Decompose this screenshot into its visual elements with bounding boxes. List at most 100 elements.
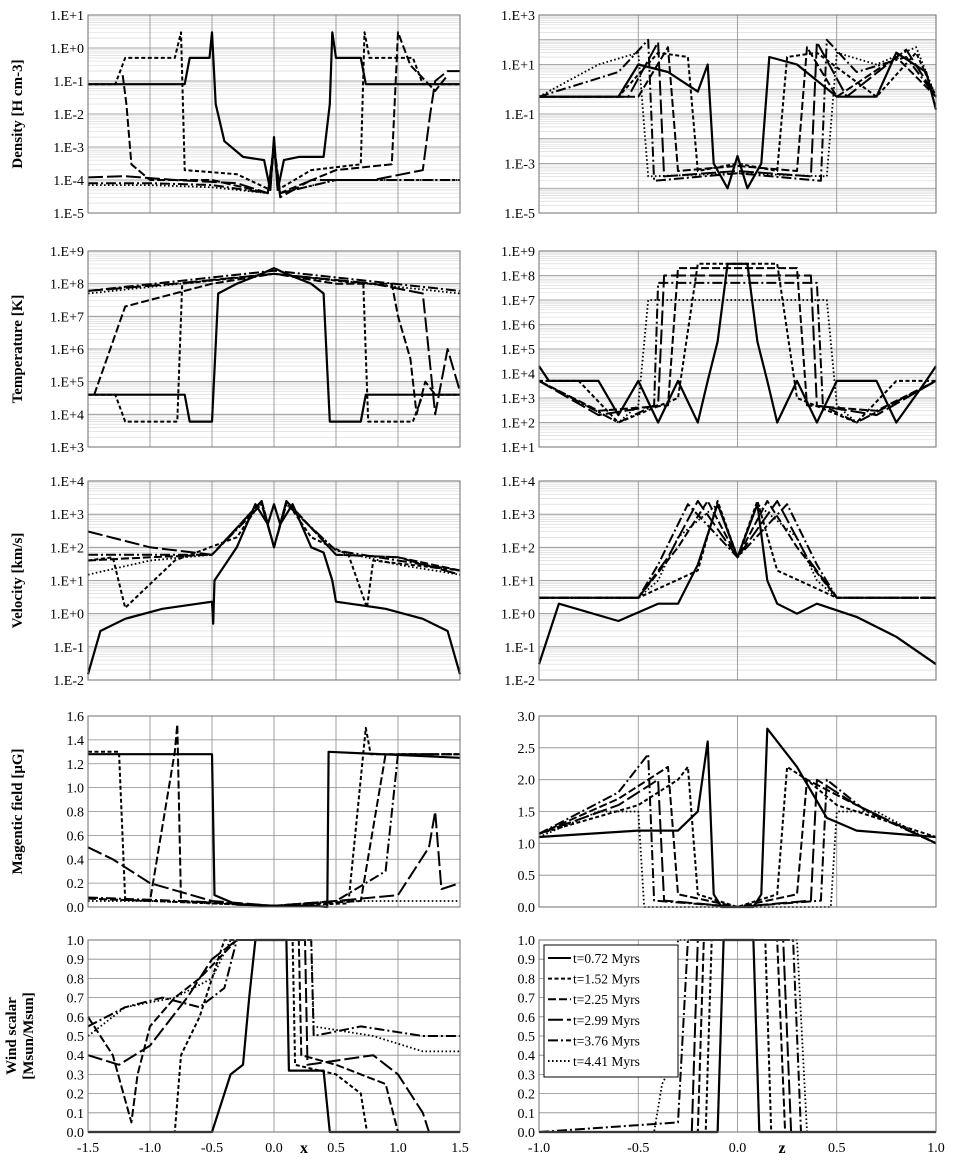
series-line-long-dash [539,41,937,178]
series-line-dotted [87,939,460,1053]
plot-frame [538,480,937,681]
series-line-long-dash [539,500,936,599]
y-tick-label: 0.0 [518,1126,536,1141]
y-axis-title: Magentic field [μG] [10,749,26,875]
series-line-short-dash [539,262,936,424]
series-line-long-dash [87,70,460,199]
y-tick-label: 1.E+4 [501,368,535,383]
y-tick-label: 0.0 [518,901,536,916]
y-tick-label: 2.0 [518,774,536,789]
legend-label: t=0.72 Myrs [573,951,640,966]
plot-frame [87,14,461,214]
plot-frame [87,250,461,448]
y-tick-label: 1.E+7 [501,294,535,309]
legend-label: t=4.41 Myrs [573,1054,640,1069]
y-tick-label: 1.E+0 [50,42,84,57]
x-tick-label: -1.0 [528,1141,550,1156]
y-tick-label: 1.E+4 [50,475,84,490]
y-tick-label: 1.E+1 [501,59,535,74]
y-tick-label: 3.0 [518,710,536,725]
y-tick-label: 1.0 [518,934,536,949]
series-line-solid [538,262,937,424]
y-tick-label: 1.0 [518,837,536,852]
y-tick-label: 0.4 [518,1049,536,1064]
plot-frame [87,480,461,681]
y-tick-label: 1.E+8 [50,278,84,293]
x-tick-label: -1.5 [77,1141,99,1156]
series-line-medium-dash [87,939,460,1133]
y-axis-title: Density [H cm-3] [10,59,26,168]
y-tick-label: 0.5 [518,869,536,884]
series-line-dotted [538,299,937,424]
x-tick-label: 1.0 [927,1141,945,1156]
plot-frame [538,14,937,214]
series-line-medium-dash [121,31,449,195]
y-tick-label: 1.E-4 [53,174,84,189]
y-tick-label: 1.E+2 [50,541,84,556]
y-tick-label: 0.8 [518,972,536,987]
plot-frame [538,715,937,908]
x-tick-label: 0.5 [327,1141,345,1156]
y-tick-label: 1.E+1 [50,9,84,24]
y-axis-title: Temperature [K] [10,295,26,404]
y-tick-label: 0.8 [67,972,85,987]
y-tick-label: 0.8 [67,806,85,821]
y-tick-label: 1.E+2 [501,541,535,556]
y-tick-label: 1.E+3 [501,392,535,407]
y-tick-label: 0.9 [518,953,536,968]
y-tick-label: 0.4 [67,1049,85,1064]
series-line-dash-dot [538,281,937,424]
y-tick-label: 0.3 [67,1068,85,1083]
x-tick-label: -0.5 [627,1141,649,1156]
text-layer: 1.E-5 1.E-4 1.E-3 1.E-2 1.E-1 1.E+0 1.E+1 Densi… [4,9,945,1157]
frame-layer [87,14,937,1133]
y-tick-label: 1.E-3 [504,158,535,173]
y-tick-label: 1.E-2 [53,674,84,689]
y-tick-label: 0.4 [67,853,85,868]
series-line-solid [86,503,462,675]
y-tick-label: 1.E+2 [501,417,535,432]
y-axis-title: Wind scalar[Msun/Msun] [4,992,37,1080]
x-tick-label: -0.5 [201,1141,223,1156]
y-tick-label: 0.2 [67,877,85,892]
y-tick-label: 0.5 [518,1030,536,1045]
y-tick-label: 1.2 [67,758,85,773]
legend: t=0.72 Myrs t=1.52 Myrs t=2.25 Myrs t=2.99 … [543,944,679,1078]
series-line-medium-dash [539,46,937,172]
y-tick-label: 0.3 [518,1068,536,1083]
x-tick-label: 1.5 [451,1141,469,1156]
y-tick-label: 1.E+5 [50,376,84,391]
y-tick-label: 1.E+3 [50,508,84,523]
x-axis-title: x [300,1140,308,1157]
y-tick-label: 1.E-1 [53,641,84,656]
y-tick-label: 1.0 [67,934,85,949]
y-tick-label: 1.E+1 [50,575,84,590]
series-line-short-dash [539,51,937,172]
legend-label: t=2.99 Myrs [573,1013,640,1028]
y-tick-label: 1.E+6 [50,343,84,358]
y-tick-label: 1.E+8 [501,270,535,285]
y-tick-label: 1.E+7 [50,310,84,325]
y-tick-label: 1.4 [67,734,85,749]
y-tick-label: 0.2 [518,1088,536,1103]
y-tick-label: 1.E-1 [504,641,535,656]
y-tick-label: 0.6 [67,1011,85,1026]
y-tick-label: 1.E+1 [501,441,535,456]
y-tick-label: 0.5 [67,1030,85,1045]
y-tick-label: 1.E-1 [504,108,535,123]
y-tick-label: 1.E-2 [53,108,84,123]
y-tick-label: 1.E-3 [53,141,84,156]
y-tick-label: 1.E+6 [501,319,535,334]
x-tick-label: 0.5 [828,1141,846,1156]
legend-box [543,944,679,1078]
y-tick-label: 1.5 [518,806,536,821]
series-line-long-dash [538,274,937,417]
y-tick-label: 1.E+4 [50,408,84,423]
y-tick-label: 0.6 [67,829,85,844]
y-tick-label: 0.1 [67,1107,85,1122]
series-line-dotted [539,939,936,1133]
series-line-short-dash [538,765,937,908]
y-tick-label: 1.E+3 [50,441,84,456]
y-tick-label: 0.1 [518,1107,536,1122]
